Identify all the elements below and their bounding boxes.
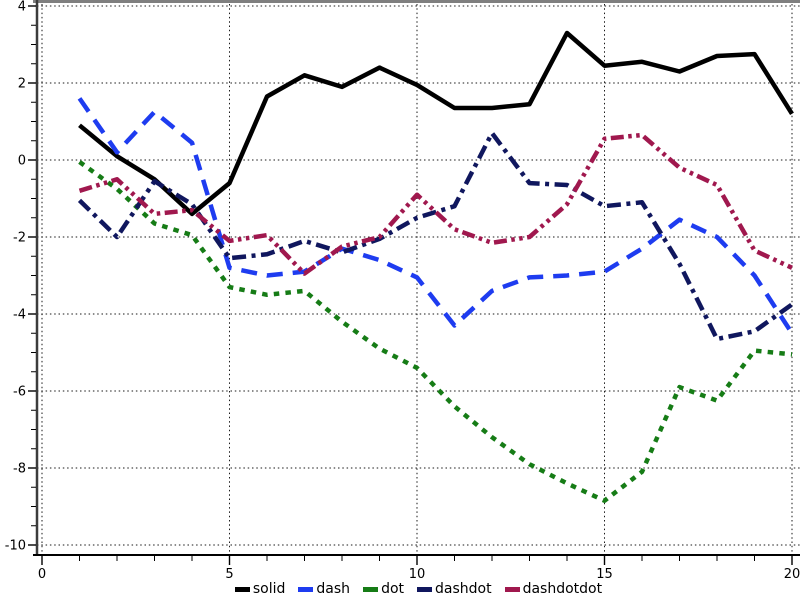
y-tick-label: -8: [13, 462, 26, 477]
series-line-dashdotdot: [78, 132, 793, 276]
y-tick-label: -4: [13, 308, 26, 323]
figure-top-border: [33, 0, 800, 3]
x-tick-label: 5: [225, 567, 233, 582]
series-line-solid: [78, 30, 794, 217]
y-tick-label: 2: [18, 77, 26, 92]
x-tick-label: 15: [596, 567, 613, 582]
y-tick-label: -2: [13, 231, 26, 246]
y-tick-label: -10: [5, 539, 26, 554]
y-tick-label: -6: [13, 385, 26, 400]
x-tick-label: 0: [38, 567, 46, 582]
x-tick-label: 10: [409, 567, 426, 582]
series-line-dash: [77, 97, 794, 335]
y-tick-label: 4: [18, 0, 26, 15]
x-tick-label: 20: [784, 567, 800, 582]
y-tick-label: 0: [18, 154, 26, 169]
